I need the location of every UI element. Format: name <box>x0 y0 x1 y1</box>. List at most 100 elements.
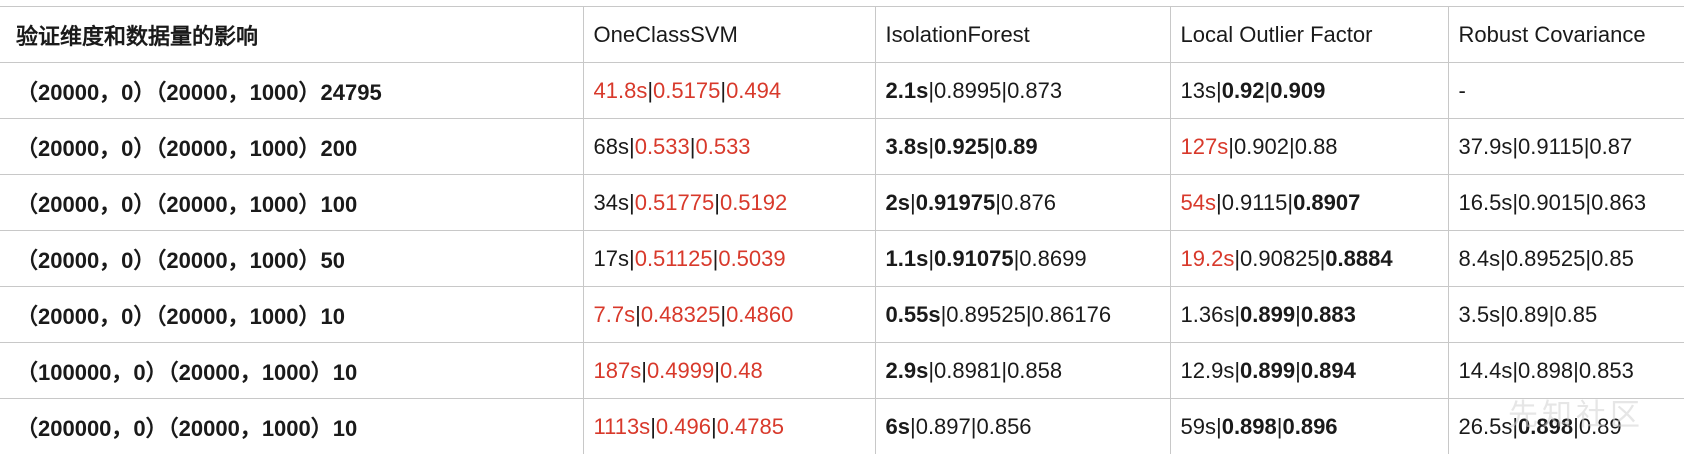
header-robust-covariance: Robust Covariance <box>1447 6 1684 63</box>
cell-value: 14.4s <box>1458 357 1513 383</box>
cell-value: 0.89525 <box>946 301 1026 327</box>
header-local-outlier-factor: Local Outlier Factor <box>1169 6 1449 63</box>
cell-value: 3.5s <box>1458 301 1501 327</box>
cell-value: 0.8884 <box>1325 245 1393 271</box>
table-header: 验证维度和数据量的影响 OneClassSVM IsolationForest … <box>0 6 1684 63</box>
value-separator: | <box>909 189 916 215</box>
cell-isolationforest: 0.55s|0.89525|0.86176 <box>874 286 1171 343</box>
cell-value: 2s <box>885 189 910 215</box>
cell-value: 0.89 <box>1578 413 1622 439</box>
cell-value: 0.87 <box>1589 133 1633 159</box>
cell-value: 59s <box>1180 413 1216 439</box>
cell-value: 0.8995 <box>934 77 1002 103</box>
header-row: 验证维度和数据量的影响 OneClassSVM IsolationForest … <box>0 6 1684 63</box>
cell-value: 1.36s <box>1180 301 1235 327</box>
row-label: （20000，0）（20000，1000）10 <box>0 286 584 343</box>
table-row: （100000，0）（20000，1000）10 187s|0.4999|0.48… <box>0 342 1684 399</box>
cell-value: 37.9s <box>1458 133 1513 159</box>
value-separator: | <box>720 301 727 327</box>
value-separator: | <box>1512 357 1519 383</box>
value-separator: | <box>989 133 995 159</box>
value-separator: | <box>1264 77 1271 103</box>
value-separator: | <box>628 133 635 159</box>
value-separator: | <box>641 357 647 383</box>
cell-value: 0.89 <box>994 133 1038 159</box>
cell-value: 6s <box>885 413 910 439</box>
row-label: （100000，0）（20000，1000）10 <box>0 342 584 399</box>
table-row: （20000，0）（20000，1000）10 7.7s|0.48325|0.48… <box>0 286 1684 343</box>
value-separator: | <box>970 413 977 439</box>
cell-value: 26.5s <box>1458 413 1513 439</box>
cell-oneclasssvm: 41.8s|0.5175|0.494 <box>582 62 876 119</box>
value-separator: | <box>1228 133 1234 159</box>
results-table: 验证维度和数据量的影响 OneClassSVM IsolationForest … <box>0 6 1684 454</box>
cell-local-outlier-factor: 12.9s|0.899|0.894 <box>1169 342 1449 399</box>
cell-value: 0.5039 <box>718 245 786 271</box>
cell-robust-covariance: 14.4s|0.898|0.853 <box>1447 342 1684 399</box>
cell-value: 0.925 <box>934 133 990 159</box>
cell-value: 0.5175 <box>653 77 721 103</box>
cell-value: 0.88 <box>1294 133 1338 159</box>
value-separator: | <box>720 77 727 103</box>
header-isolationforest: IsolationForest <box>874 6 1171 63</box>
value-separator: | <box>928 357 935 383</box>
value-separator: | <box>1512 189 1519 215</box>
value-separator: | <box>928 77 935 103</box>
value-separator: | <box>1573 357 1579 383</box>
cell-oneclasssvm: 34s|0.51775|0.5192 <box>582 174 876 231</box>
cell-local-outlier-factor: 19.2s|0.90825|0.8884 <box>1169 230 1449 287</box>
value-separator: | <box>1295 357 1301 383</box>
cell-value: 0.494 <box>726 77 782 103</box>
cell-oneclasssvm: 17s|0.51125|0.5039 <box>582 230 876 287</box>
cell-robust-covariance: 16.5s|0.9015|0.863 <box>1447 174 1684 231</box>
cell-value: 0.55s <box>885 301 941 327</box>
value-separator: | <box>689 133 696 159</box>
cell-value: 0.898 <box>1518 413 1574 439</box>
value-separator: | <box>714 189 720 215</box>
cell-value: 7.7s <box>593 301 636 327</box>
cell-value: 54s <box>1180 189 1216 215</box>
value-separator: | <box>628 245 635 271</box>
cell-value: - <box>1458 77 1466 103</box>
table-row: （20000，0）（20000，1000）100 34s|0.51775|0.51… <box>0 174 1684 231</box>
cell-value: 127s <box>1180 133 1229 159</box>
cell-value: 0.48325 <box>640 301 721 327</box>
cell-value: 0.863 <box>1591 189 1647 215</box>
cell-local-outlier-factor: 1.36s|0.899|0.883 <box>1169 286 1449 343</box>
cell-robust-covariance: 8.4s|0.89525|0.85 <box>1447 230 1684 287</box>
cell-value: 13s <box>1180 77 1216 103</box>
cell-isolationforest: 2.9s|0.8981|0.858 <box>874 342 1171 399</box>
cell-value: 0.90825 <box>1240 245 1320 271</box>
value-separator: | <box>1215 77 1222 103</box>
cell-value: 0.8907 <box>1293 189 1361 215</box>
value-separator: | <box>635 301 641 327</box>
header-oneclasssvm: OneClassSVM <box>582 6 876 63</box>
value-separator: | <box>1013 245 1020 271</box>
table-body: （20000，0）（20000，1000）24795 41.8s|0.5175|0… <box>0 62 1684 454</box>
cell-value: 0.858 <box>1007 357 1063 383</box>
cell-value: 0.86176 <box>1031 301 1112 327</box>
value-separator: | <box>928 245 935 271</box>
cell-value: 0.8699 <box>1019 245 1087 271</box>
row-label: （20000，0）（20000，1000）200 <box>0 118 584 175</box>
value-separator: | <box>1548 301 1555 327</box>
value-separator: | <box>995 189 1001 215</box>
cell-value: 0.91075 <box>934 245 1014 271</box>
row-label: （20000，0）（20000，1000）100 <box>0 174 584 231</box>
cell-value: 2.9s <box>885 357 929 383</box>
cell-value: 16.5s <box>1458 189 1513 215</box>
value-separator: | <box>1001 77 1008 103</box>
cell-value: 0.91975 <box>915 189 996 215</box>
table-row: （20000，0）（20000，1000）24795 41.8s|0.5175|0… <box>0 62 1684 119</box>
cell-value: 1.1s <box>885 245 929 271</box>
row-label: （20000，0）（20000，1000）24795 <box>0 62 584 119</box>
table-row: （20000，0）（20000，1000）50 17s|0.51125|0.503… <box>0 230 1684 287</box>
cell-value: 0.51775 <box>634 189 715 215</box>
cell-value: 0.496 <box>655 413 711 439</box>
cell-value: 0.9115 <box>1221 189 1288 215</box>
cell-value: 0.4999 <box>646 357 715 383</box>
value-separator: | <box>928 133 935 159</box>
value-separator: | <box>1512 133 1519 159</box>
cell-value: 0.9015 <box>1518 189 1586 215</box>
